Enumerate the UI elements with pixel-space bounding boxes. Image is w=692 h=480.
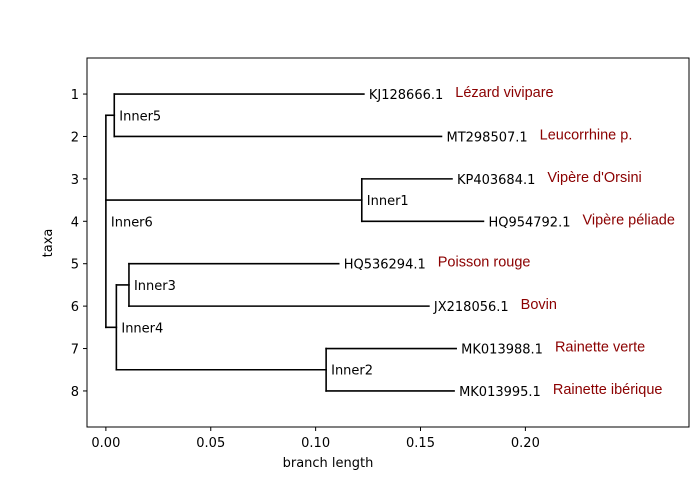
species-annotation-hq954792-1: Vipère péliade xyxy=(582,212,674,228)
x-axis-label: branch length xyxy=(283,456,374,471)
leaf-label-mk013995-1: MK013995.1 xyxy=(459,385,541,400)
species-annotation-mk013995-1: Rainette ibérique xyxy=(553,382,663,398)
leaf-label-mt298507-1: MT298507.1 xyxy=(446,130,527,145)
plot-frame xyxy=(86,57,690,428)
y-tick-label: 1 xyxy=(71,88,79,103)
inner-node-label-inner6: Inner6 xyxy=(111,215,153,230)
inner-node-label-inner1: Inner1 xyxy=(367,194,409,209)
y-axis-ticks: 1 2 3 4 5 6 7 8 xyxy=(71,88,87,400)
species-annotation-hq536294-1: Poisson rouge xyxy=(438,255,531,271)
y-tick-label: 6 xyxy=(71,300,79,315)
inner-node-label-inner4: Inner4 xyxy=(121,321,163,336)
x-tick-label: 0.10 xyxy=(301,436,330,451)
species-annotations: Lézard vivipare Leucorrhine p. Vipère d'Or… xyxy=(438,85,675,398)
inner-node-label-inner5: Inner5 xyxy=(119,109,161,124)
species-annotation-mt298507-1: Leucorrhine p. xyxy=(540,127,633,143)
leaf-label-jx218056-1: JX218056.1 xyxy=(433,300,509,315)
y-tick-label: 7 xyxy=(71,343,79,358)
x-tick-label: 0.05 xyxy=(196,436,225,451)
leaf-label-kp403684-1: KP403684.1 xyxy=(457,173,535,188)
y-axis-label: taxa xyxy=(41,229,56,258)
species-annotation-mk013988-1: Rainette verte xyxy=(555,340,645,356)
leaf-label-kj128666-1: KJ128666.1 xyxy=(369,88,443,103)
leaf-label-hq536294-1: HQ536294.1 xyxy=(344,258,426,273)
y-tick-label: 8 xyxy=(71,385,79,400)
leaf-label-hq954792-1: HQ954792.1 xyxy=(488,215,570,230)
leaf-labels: KJ128666.1 MT298507.1 KP403684.1 HQ954792.1… xyxy=(344,88,571,400)
tree-branches xyxy=(105,93,485,392)
y-tick-label: 2 xyxy=(71,130,79,145)
x-tick-label: 0.20 xyxy=(511,436,540,451)
x-tick-label: 0.00 xyxy=(91,436,120,451)
inner-node-label-inner3: Inner3 xyxy=(134,279,176,294)
species-annotation-kj128666-1: Lézard vivipare xyxy=(455,85,553,101)
y-tick-label: 4 xyxy=(71,215,79,230)
x-tick-label: 0.15 xyxy=(406,436,435,451)
leaf-label-mk013988-1: MK013988.1 xyxy=(461,343,543,358)
y-tick-label: 3 xyxy=(71,173,79,188)
species-annotation-kp403684-1: Vipère d'Orsini xyxy=(547,170,641,186)
y-tick-label: 5 xyxy=(71,258,79,273)
inner-node-labels: Inner6 Inner5 Inner1 Inner4 Inner3 Inner2 xyxy=(111,109,409,378)
species-annotation-jx218056-1: Bovin xyxy=(521,297,557,313)
x-axis-ticks: 0.00 0.05 0.10 0.15 0.20 xyxy=(91,427,540,451)
inner-node-label-inner2: Inner2 xyxy=(331,364,373,379)
